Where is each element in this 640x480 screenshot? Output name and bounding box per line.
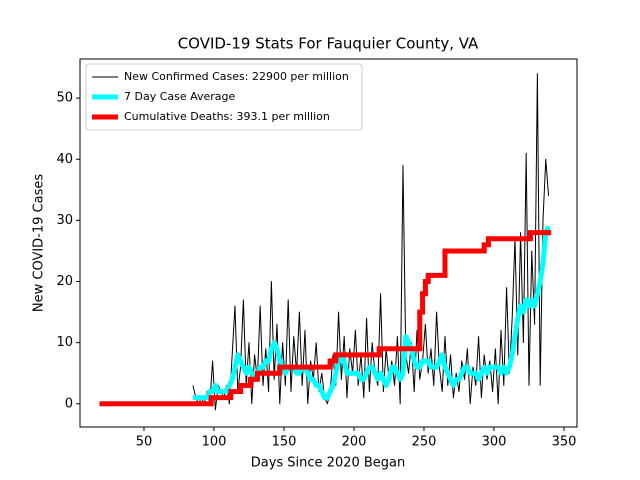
legend: New Confirmed Cases: 22900 per million 7 … <box>85 63 363 131</box>
x-tick-label: 250 <box>412 435 437 450</box>
legend-label: Cumulative Deaths: 393.1 per million <box>124 110 330 123</box>
plot-frame <box>79 58 578 428</box>
x-tick-label: 100 <box>202 435 227 450</box>
x-tick-label: 300 <box>482 435 507 450</box>
plot-lines <box>99 73 552 411</box>
x-axis-label: Days Since 2020 Began <box>251 456 406 471</box>
x-tick-label: 350 <box>552 435 577 450</box>
step-riser <box>208 232 533 404</box>
y-tick-label: 20 <box>56 274 73 289</box>
x-tick-label: 50 <box>136 435 153 450</box>
legend-label: 7 Day Case Average <box>124 90 236 103</box>
y-tick-label: 40 <box>56 152 73 167</box>
chart-title: COVID-19 Stats For Fauquier County, VA <box>178 35 479 53</box>
y-tick-label: 10 <box>56 335 73 350</box>
y-tick-label: 50 <box>56 91 73 106</box>
legend-label: New Confirmed Cases: 22900 per million <box>124 70 349 83</box>
y-tick-label: 30 <box>56 213 73 228</box>
series-line <box>192 225 551 401</box>
x-tick-label: 150 <box>272 435 297 450</box>
legend-box <box>85 63 363 131</box>
x-tick-label: 200 <box>342 435 367 450</box>
y-axis-label: New COVID-19 Cases <box>32 174 47 312</box>
y-tick-label: 0 <box>65 396 73 411</box>
